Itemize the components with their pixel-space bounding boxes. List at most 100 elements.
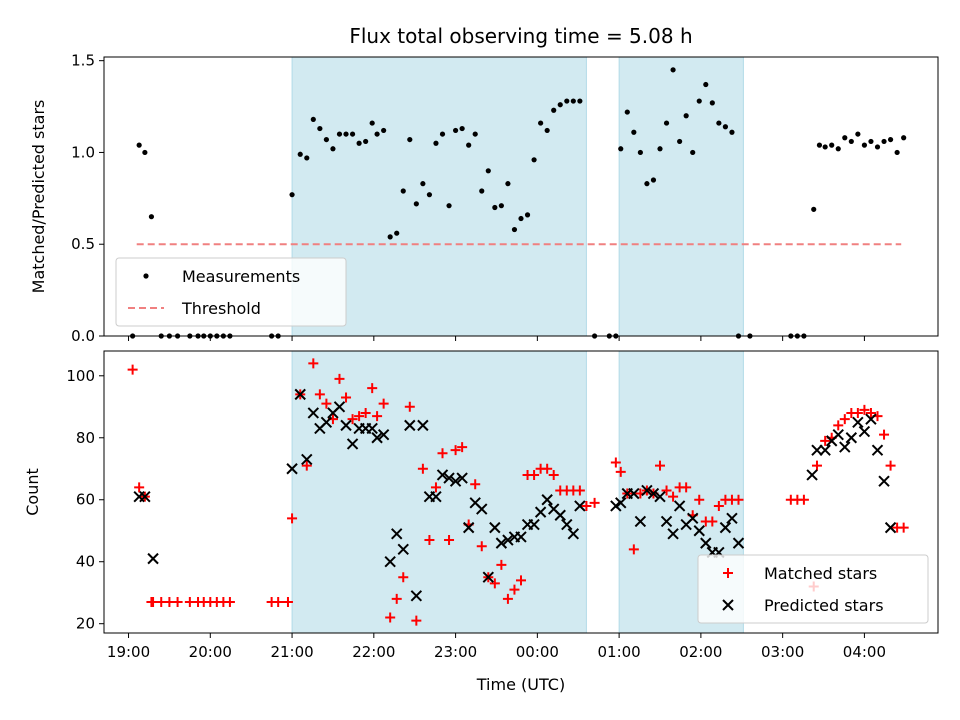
data-point	[289, 192, 295, 198]
data-point	[655, 460, 665, 471]
data-point	[610, 457, 621, 468]
data-point	[207, 333, 213, 339]
data-point	[449, 475, 462, 487]
data-point	[647, 487, 660, 500]
data-point	[411, 615, 422, 626]
data-point	[798, 494, 809, 505]
data-point	[554, 509, 566, 521]
data-point	[524, 212, 531, 218]
data-point	[343, 131, 349, 137]
data-point	[187, 333, 193, 339]
data-point	[459, 125, 465, 132]
data-point	[885, 460, 896, 471]
data-point	[726, 512, 738, 525]
data-point	[360, 407, 371, 418]
data-point	[482, 571, 495, 583]
data-point	[542, 463, 553, 474]
data-point	[788, 333, 794, 339]
data-point	[462, 521, 475, 534]
data-point	[713, 500, 724, 511]
data-point	[489, 578, 500, 589]
data-point	[336, 131, 343, 137]
data-point	[898, 522, 909, 533]
data-point	[275, 333, 281, 339]
data-point	[631, 129, 637, 135]
data-point	[811, 206, 817, 212]
data-point	[340, 419, 352, 432]
data-point	[505, 181, 511, 187]
x-tick-label: 21:00	[270, 643, 313, 661]
data-point	[709, 100, 715, 106]
bottom-panel: 19:00 20:00 21:00 22:00 23:00 00:00 01:00 02:00…	[23, 350, 939, 661]
data-point	[166, 333, 173, 339]
data-point	[829, 142, 835, 148]
data-point	[816, 142, 823, 148]
data-point	[363, 138, 369, 145]
data-point	[641, 484, 653, 497]
data-point	[400, 188, 406, 194]
legend-label: Matched stars	[764, 564, 877, 583]
data-point	[492, 204, 498, 211]
data-point	[574, 485, 585, 496]
data-point	[518, 215, 524, 222]
data-point	[852, 407, 863, 418]
data-point	[496, 559, 507, 570]
data-point	[347, 414, 358, 425]
data-point	[515, 531, 527, 543]
data-point	[544, 127, 550, 134]
data-point	[341, 392, 352, 403]
data-point	[374, 131, 380, 137]
y-tick-label: 40	[76, 553, 95, 571]
legend-marker	[722, 599, 734, 611]
data-point	[865, 407, 876, 418]
data-point	[410, 590, 423, 602]
data-point	[346, 438, 359, 450]
data-point	[707, 516, 718, 527]
y-tick-label: 0.0	[71, 327, 95, 345]
data-point	[534, 506, 547, 518]
data-point	[839, 414, 850, 425]
data-point	[317, 125, 323, 132]
data-point	[683, 113, 689, 119]
data-point	[581, 500, 592, 511]
data-point	[606, 333, 612, 339]
x-tick-label: 19:00	[107, 643, 150, 661]
data-point	[668, 491, 679, 502]
data-point	[509, 584, 520, 595]
legend-marker	[723, 568, 733, 578]
series-measurements	[130, 67, 907, 339]
data-point	[148, 214, 155, 220]
data-point	[806, 469, 818, 481]
data-point	[634, 515, 647, 528]
legend-box	[115, 257, 347, 327]
y-axis-label: Count	[23, 468, 42, 516]
data-point	[819, 444, 831, 456]
data-point	[842, 135, 848, 141]
data-point	[865, 413, 877, 425]
data-point	[663, 120, 670, 126]
data-point	[615, 466, 626, 477]
data-point	[377, 428, 390, 441]
data-point	[852, 416, 864, 428]
data-point	[443, 472, 455, 484]
data-point	[670, 67, 676, 73]
data-point	[417, 463, 428, 474]
data-point	[801, 333, 807, 339]
data-point	[794, 333, 800, 339]
data-point	[330, 146, 336, 152]
data-point	[307, 407, 320, 419]
data-point	[729, 129, 735, 135]
data-point	[172, 597, 183, 608]
data-point	[426, 192, 433, 198]
data-point	[848, 138, 854, 145]
data-point	[703, 81, 709, 88]
data-point	[845, 432, 858, 444]
data-point	[567, 528, 580, 540]
data-point	[320, 416, 333, 428]
data-point	[747, 333, 753, 339]
x-tick-label: 03:00	[761, 643, 804, 661]
data-point	[420, 181, 426, 187]
axes-frame	[103, 56, 939, 337]
data-point	[439, 131, 446, 137]
